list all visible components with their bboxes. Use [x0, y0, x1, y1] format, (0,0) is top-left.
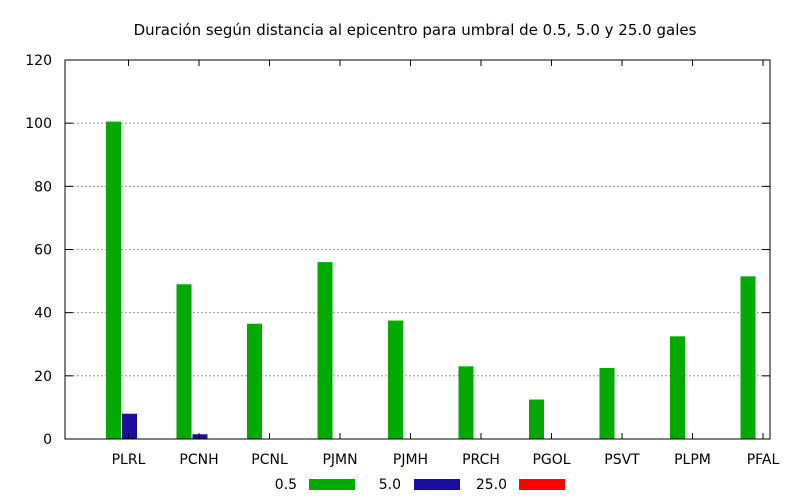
legend-swatch: [309, 479, 355, 490]
legend: 0.5 5.0 25.0: [275, 477, 565, 493]
x-tick-label: PGOL: [532, 452, 570, 468]
x-tick-label: PJMH: [393, 452, 428, 468]
legend-swatch: [414, 479, 460, 490]
x-tick-label: PCNL: [251, 452, 288, 468]
y-tick-label: 120: [25, 53, 52, 69]
x-tick-label: PFAL: [747, 452, 780, 468]
bar-PJMN-series-0.5: [317, 262, 333, 439]
y-tick-label: 40: [34, 306, 52, 322]
x-tick-label: PCNH: [179, 452, 218, 468]
bar-PLRL-series-0.5: [106, 121, 121, 440]
bar-PFAL-series-0.5: [740, 276, 756, 439]
bar-PCNH-series-5.0: [192, 434, 208, 439]
chart-title: Duración según distancia al epicentro pa…: [134, 21, 697, 39]
y-tick-label: 60: [34, 243, 52, 259]
x-tick-label: PSVT: [604, 452, 640, 468]
y-axis: 0 20 40 60 80 100 120: [25, 53, 770, 448]
y-tick-label: 0: [43, 432, 52, 448]
bar-PCNL-series-0.5: [247, 323, 262, 439]
x-tick-label: PLRL: [112, 452, 146, 468]
legend-label: 5.0: [379, 477, 401, 493]
y-tick-label: 100: [25, 116, 52, 132]
x-tick-label: PRCH: [462, 452, 500, 468]
x-tick-label: PLPM: [674, 452, 711, 468]
legend-label: 25.0: [476, 477, 507, 493]
y-tick-label: 80: [34, 179, 52, 195]
legend-label: 0.5: [275, 477, 297, 493]
bar-PLPM-series-0.5: [670, 336, 685, 439]
bar-PJMH-series-0.5: [388, 320, 403, 439]
bar-PGOL-series-0.5: [529, 399, 544, 439]
x-axis: PLRL PCNH PCNL PJMN PJMH PRCH PGOL PSVT PLPM PFAL: [112, 60, 780, 468]
legend-swatch: [519, 479, 565, 490]
bar-PLRL-series-5.0: [122, 413, 137, 439]
gridlines: [65, 122, 770, 377]
bar-PCNH-series-0.5: [176, 284, 192, 439]
bar-PSVT-series-0.5: [599, 367, 615, 439]
bars: [106, 121, 756, 440]
y-tick-label: 20: [34, 369, 52, 385]
bar-PRCH-series-0.5: [458, 366, 474, 439]
x-tick-label: PJMN: [322, 452, 357, 468]
